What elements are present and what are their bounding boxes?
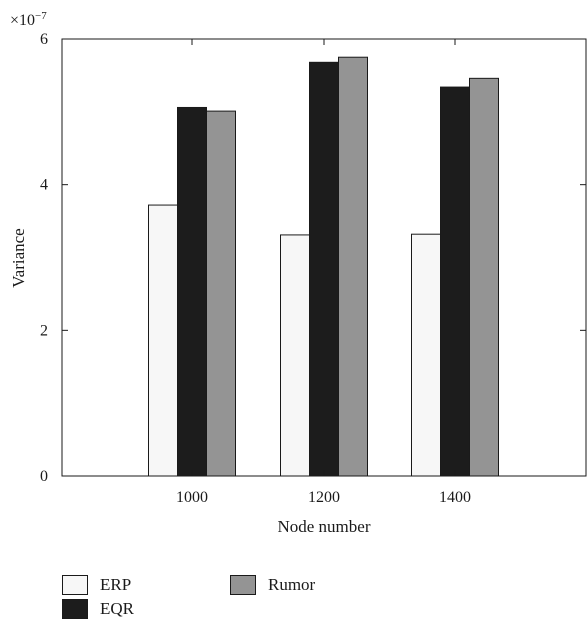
bar-erp-1400 — [411, 233, 441, 477]
x-tick-label: 1400 — [439, 489, 471, 506]
legend-label-rumor: Rumor — [268, 575, 316, 594]
y-tick-label: 4 — [40, 177, 48, 194]
y-tick-label: 0 — [40, 468, 48, 485]
y-axis-title: Variance — [9, 228, 28, 287]
y-scale-exponent: −7 — [35, 10, 47, 22]
legend-item-erp: ERP — [62, 573, 131, 597]
legend-swatch-erp — [62, 575, 88, 595]
x-tick-label: 1200 — [308, 489, 340, 506]
bar-eqr-1400 — [440, 86, 470, 477]
legend-label-eqr: EQR — [100, 599, 134, 618]
legend-swatch-eqr — [62, 599, 88, 619]
y-tick-label: 6 — [40, 31, 48, 48]
bar-erp-1000 — [148, 204, 178, 477]
bars-group — [148, 56, 499, 477]
bar-erp-1200 — [280, 234, 310, 477]
bar-rumor-1400 — [469, 77, 499, 477]
x-tick-label: 1000 — [176, 489, 208, 506]
y-scale-multiplier: ×10−7 — [10, 10, 47, 29]
y-tick-label: 2 — [40, 322, 48, 339]
ticks-group: 0 2 4 6 1000 1200 1400 — [40, 31, 586, 506]
legend-item-rumor: Rumor — [230, 573, 315, 597]
bar-eqr-1200 — [309, 61, 339, 477]
bar-eqr-1000 — [177, 106, 207, 477]
bar-rumor-1000 — [206, 110, 236, 477]
legend: ERP Rumor EQR — [62, 573, 362, 621]
legend-item-eqr: EQR — [62, 597, 134, 621]
legend-label-erp: ERP — [100, 575, 132, 594]
legend-swatch-rumor — [230, 575, 256, 595]
x-axis-title: Node number — [277, 517, 370, 536]
bar-rumor-1200 — [338, 56, 368, 477]
